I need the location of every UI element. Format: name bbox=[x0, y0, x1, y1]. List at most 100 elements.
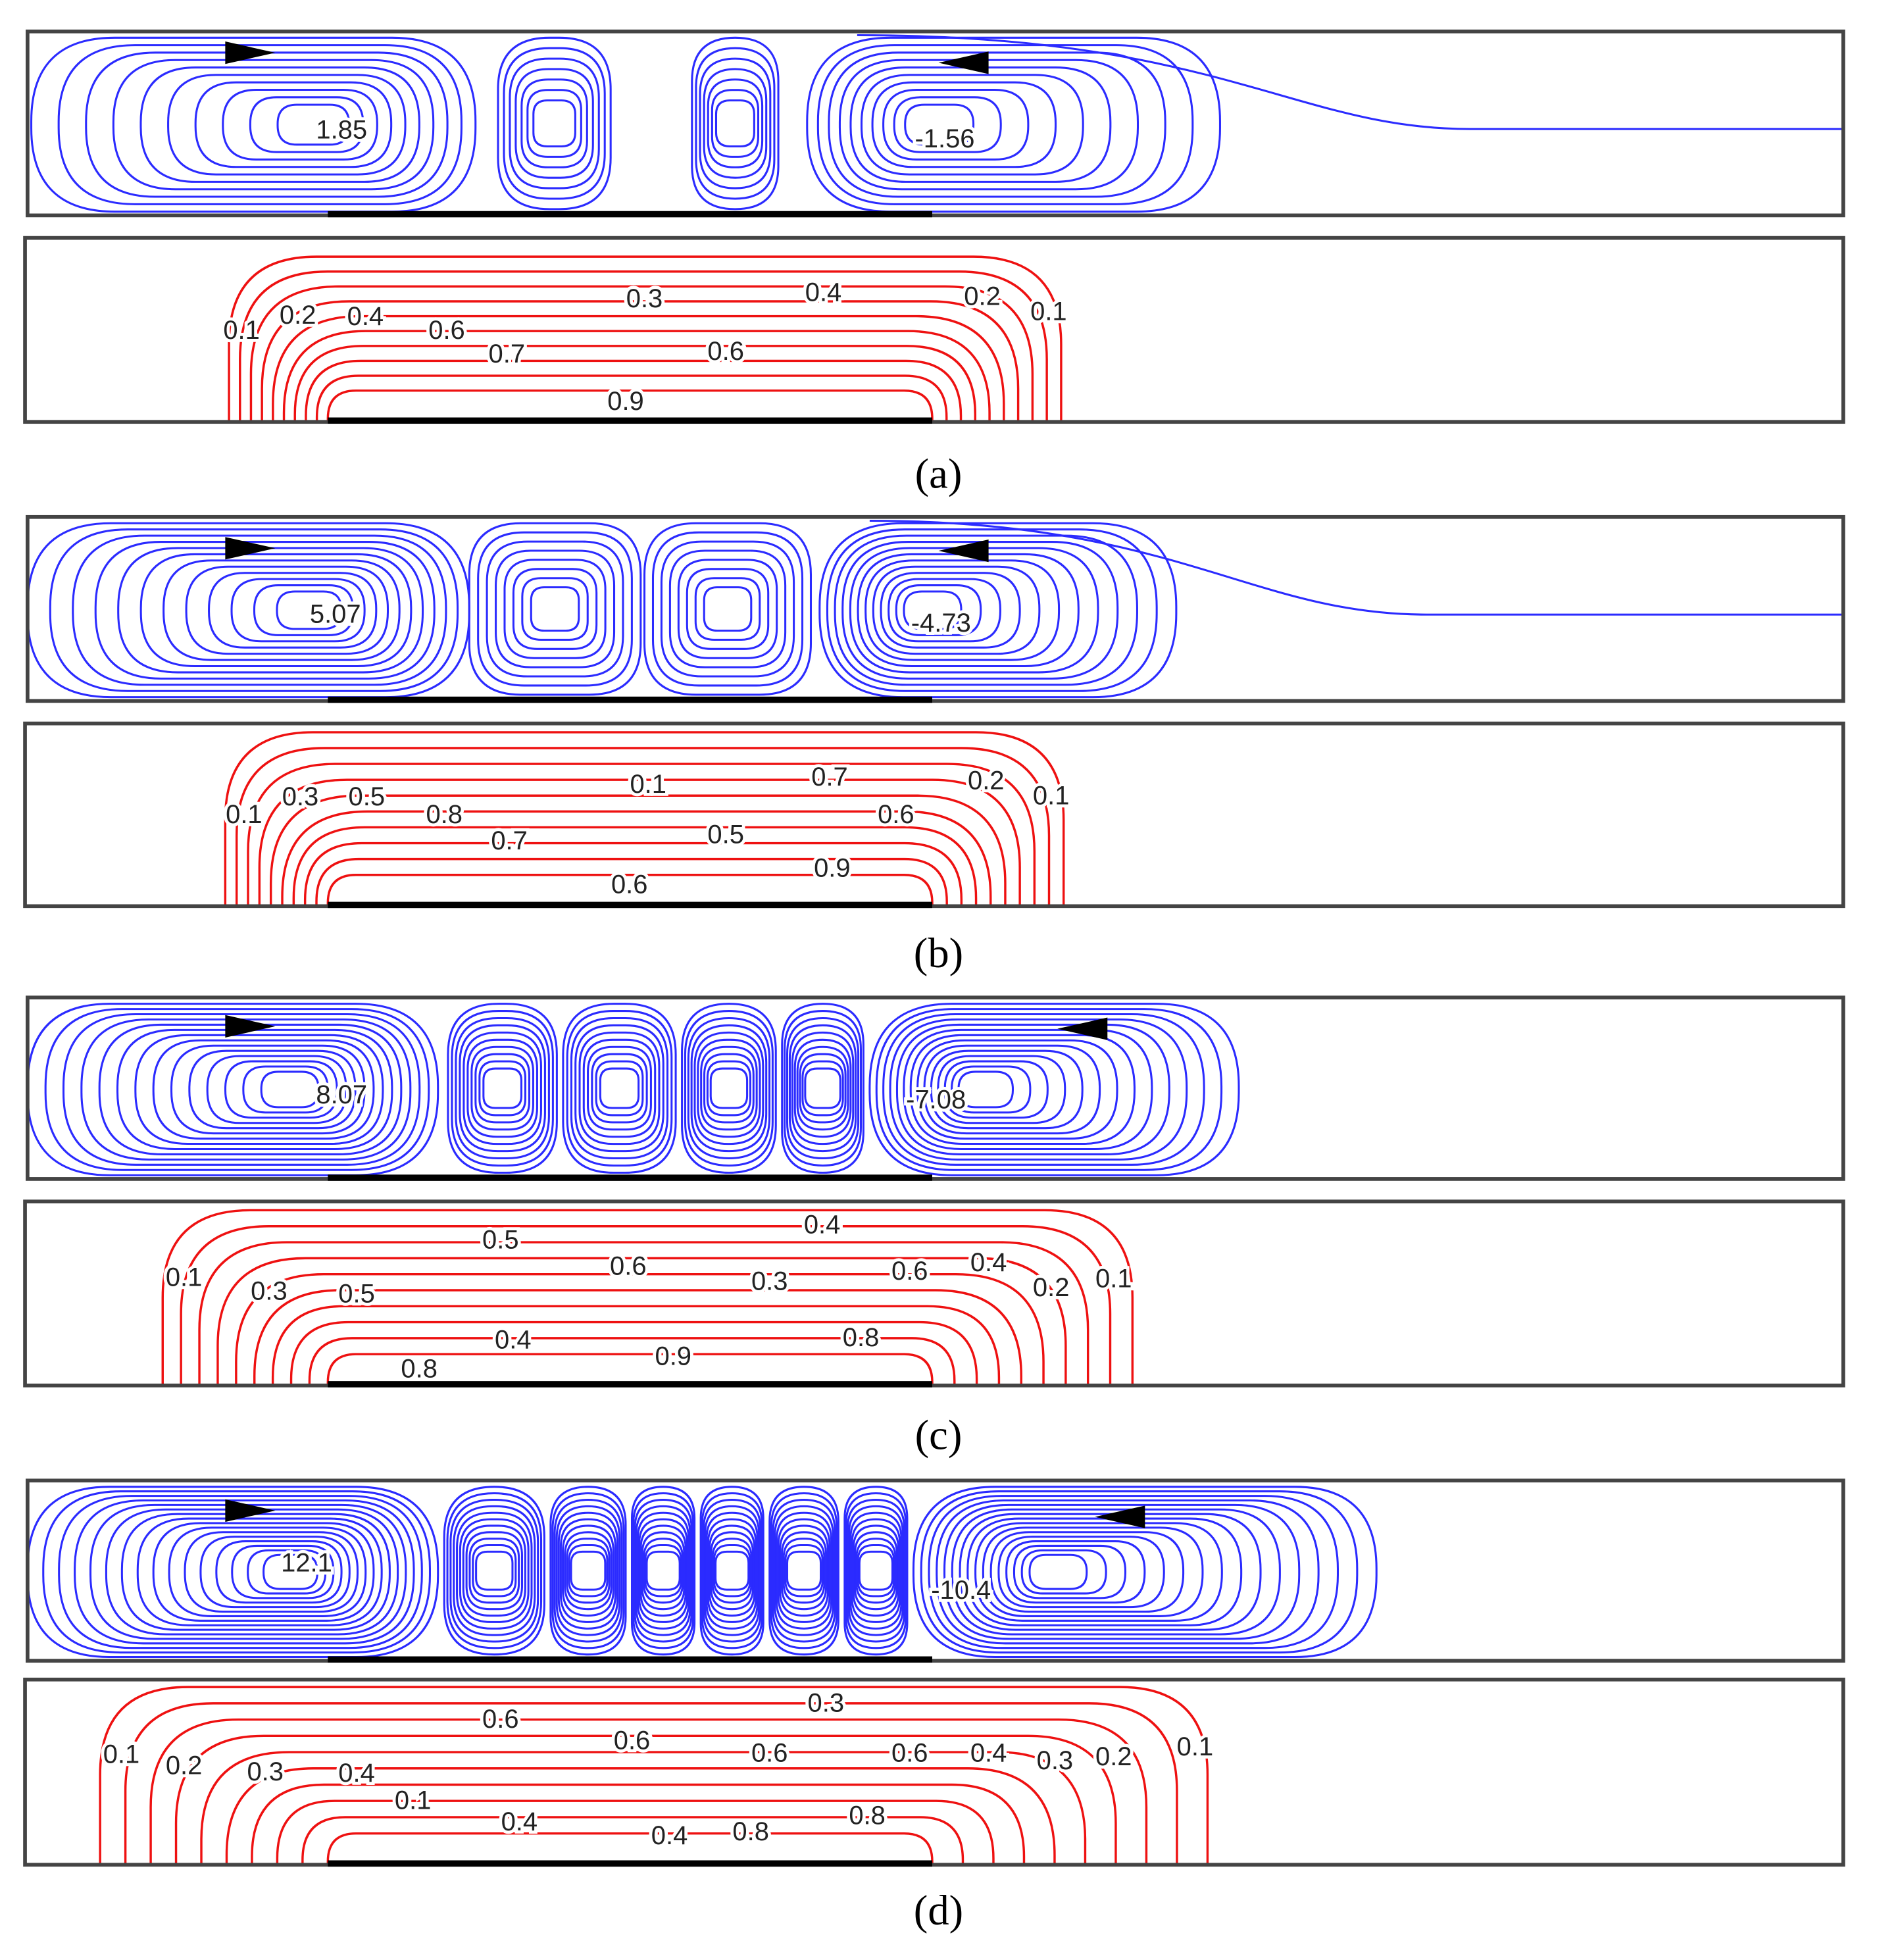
streamline bbox=[551, 1492, 625, 1649]
streamline bbox=[1013, 1544, 1127, 1599]
streamline bbox=[709, 1524, 756, 1617]
streamline bbox=[707, 78, 764, 168]
streamline bbox=[49, 528, 459, 692]
flow-arrow bbox=[1057, 1017, 1108, 1040]
flow-arrow bbox=[1095, 1505, 1145, 1528]
streamline bbox=[632, 1492, 694, 1649]
streamline bbox=[30, 36, 477, 213]
streamline bbox=[937, 1055, 1066, 1124]
streamline bbox=[686, 568, 770, 650]
isotherm-label: 0.6 bbox=[707, 337, 744, 366]
panel-caption: (d) bbox=[914, 1886, 963, 1934]
streamline bbox=[263, 1553, 318, 1590]
streamline bbox=[599, 1067, 640, 1109]
streamline bbox=[912, 1486, 1378, 1659]
streamline bbox=[447, 1003, 558, 1174]
isotherm-label: 0.5 bbox=[349, 782, 386, 811]
streamline bbox=[152, 1039, 375, 1140]
streamline bbox=[704, 1505, 760, 1636]
isotherm-label: 0.2 bbox=[964, 282, 1001, 311]
isotherm-label: 0.4 bbox=[347, 302, 384, 331]
streamline bbox=[777, 1518, 831, 1623]
streamline bbox=[784, 1010, 863, 1167]
streamline bbox=[703, 1053, 755, 1124]
streamline bbox=[882, 88, 1030, 161]
flow-arrow bbox=[938, 539, 989, 563]
isotherm-label: 0.4 bbox=[805, 278, 842, 307]
isotherm-label: 0.8 bbox=[401, 1354, 438, 1383]
streamline bbox=[816, 44, 1194, 205]
streamline bbox=[509, 57, 600, 189]
isotherm-label: 0.6 bbox=[610, 1252, 647, 1281]
isotherm bbox=[326, 1832, 934, 1865]
streamline bbox=[982, 1526, 1204, 1617]
isotherm bbox=[253, 1289, 1022, 1386]
isotherm-label: 0.1 bbox=[103, 1740, 140, 1769]
streamline bbox=[966, 1517, 1243, 1626]
isotherm-label: 0.2 bbox=[1033, 1273, 1070, 1302]
streamline bbox=[555, 1505, 621, 1636]
streamline bbox=[562, 1003, 677, 1174]
streamline bbox=[570, 1550, 607, 1591]
streamline bbox=[936, 1499, 1320, 1645]
streamline bbox=[139, 553, 413, 668]
streamline bbox=[249, 96, 364, 153]
streamline bbox=[74, 1499, 415, 1645]
flow-arrow bbox=[938, 51, 989, 74]
streamline bbox=[1028, 1553, 1088, 1590]
streamline bbox=[703, 586, 753, 632]
streamline bbox=[247, 1549, 327, 1595]
streamline bbox=[276, 590, 343, 630]
isotherm-label: 0.4 bbox=[970, 1248, 1007, 1277]
streamline bbox=[997, 1536, 1165, 1609]
streamline bbox=[224, 1060, 338, 1119]
streamline bbox=[699, 1486, 764, 1656]
streamfunction-label: 5.07 bbox=[310, 600, 361, 629]
streamline bbox=[705, 1511, 759, 1630]
isotherm-label: 0.1 bbox=[1030, 297, 1067, 326]
streamline bbox=[530, 586, 580, 632]
streamline bbox=[520, 78, 588, 168]
streamline bbox=[472, 1544, 517, 1597]
streamline bbox=[521, 577, 589, 641]
streamline bbox=[117, 547, 424, 674]
streamline bbox=[194, 81, 393, 168]
streamfunction-label: -7.08 bbox=[906, 1086, 966, 1115]
isotherm bbox=[225, 1767, 1056, 1865]
streamline bbox=[453, 1505, 536, 1636]
streamline bbox=[553, 1498, 623, 1643]
streamline bbox=[707, 1518, 757, 1623]
streamline bbox=[105, 1508, 399, 1636]
isotherm-label: 0.6 bbox=[614, 1726, 651, 1755]
isotherm bbox=[276, 1799, 995, 1865]
streamline bbox=[568, 1544, 609, 1597]
streamline bbox=[566, 1538, 611, 1604]
streamline bbox=[168, 1526, 367, 1617]
streamline bbox=[799, 1053, 847, 1124]
isotherm-label: 0.1 bbox=[226, 800, 263, 829]
isotherm-label: 0.3 bbox=[1037, 1746, 1074, 1775]
isotherm bbox=[315, 374, 948, 422]
isotherm-label: 0.5 bbox=[482, 1226, 519, 1255]
flow-arrow bbox=[225, 1015, 276, 1038]
streamline bbox=[826, 528, 1158, 692]
streamline bbox=[466, 1038, 538, 1138]
isotherm-label: 0.3 bbox=[247, 1757, 284, 1786]
isotherm-label: 0.9 bbox=[607, 387, 644, 416]
isotherm-label: 0.1 bbox=[1095, 1265, 1132, 1294]
streamline bbox=[468, 522, 642, 696]
stream-box bbox=[25, 515, 1845, 703]
isotherm-label: 0.5 bbox=[707, 820, 744, 849]
isotherm-label: 0.1 bbox=[630, 770, 666, 799]
streamline bbox=[475, 1550, 514, 1591]
streamline bbox=[793, 1038, 852, 1138]
streamline bbox=[916, 1039, 1118, 1140]
streamline bbox=[495, 549, 616, 668]
isotherm-label: 0.1 bbox=[166, 1263, 203, 1292]
streamline bbox=[951, 1508, 1281, 1636]
streamline bbox=[697, 1038, 761, 1138]
isotherm-label: 0.9 bbox=[814, 854, 851, 883]
panel: 8.07 -7.08 0.1 0.3 0.5 0.5 0.8 0.4 0.6 0.9 0.3 0.4 0… bbox=[23, 995, 1845, 1458]
streamline bbox=[781, 1003, 864, 1174]
